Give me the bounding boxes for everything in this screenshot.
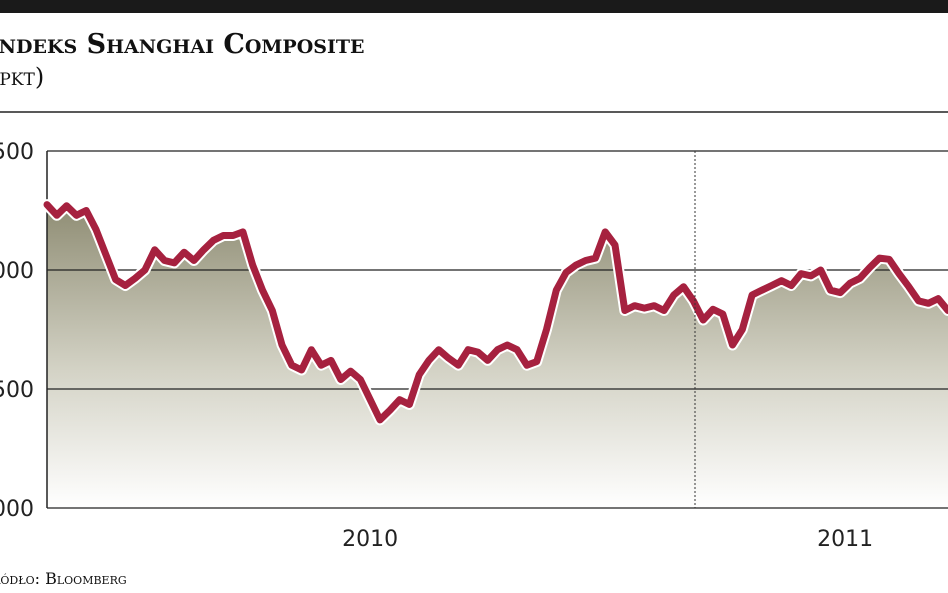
y-tick-label: 2500 bbox=[0, 378, 34, 403]
x-tick-label: 2011 bbox=[817, 527, 873, 552]
y-tick-label: 2000 bbox=[0, 497, 34, 522]
source: Źródło: Bloomberg bbox=[0, 568, 127, 588]
chart-title: Indeks Shanghai Composite bbox=[0, 29, 365, 60]
plot-area: 2000 2500 3000 3500 2010 2011 bbox=[0, 140, 948, 552]
chart-subtitle: (pkt) bbox=[0, 63, 44, 91]
x-tick-label: 2010 bbox=[342, 527, 398, 552]
top-bar bbox=[0, 0, 948, 13]
y-tick-label: 3000 bbox=[0, 259, 34, 284]
y-tick-label: 3500 bbox=[0, 140, 34, 165]
line bbox=[43, 201, 948, 424]
